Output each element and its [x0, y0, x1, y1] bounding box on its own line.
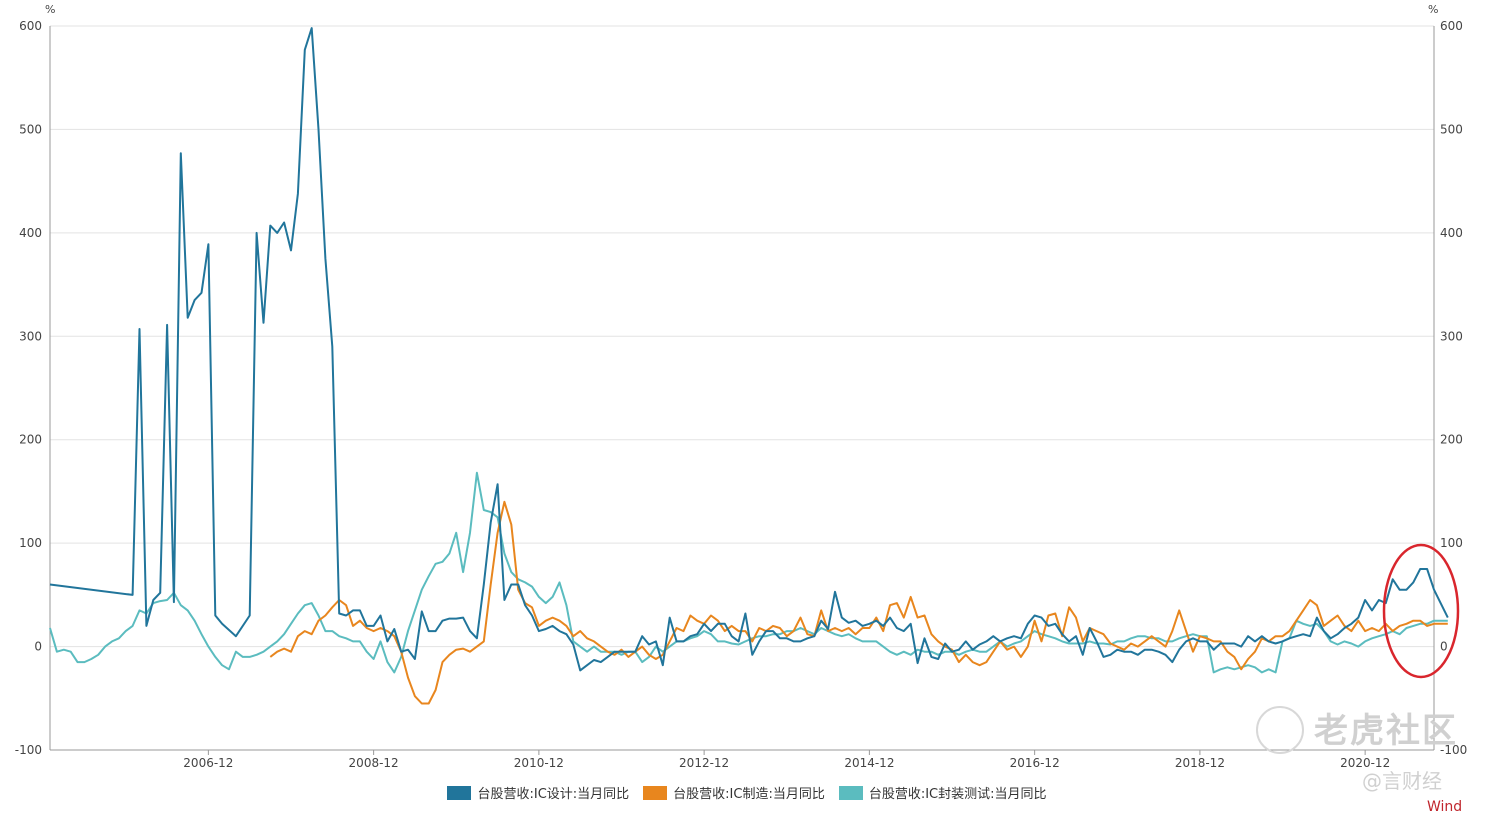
- legend-item-ic-packaging[interactable]: 台股营收:IC封装测试:当月同比: [838, 783, 1047, 802]
- right-y-tick-labels: -100 0 100 200 300 400 500 600: [1440, 19, 1467, 757]
- left-y-tick-labels: -100 0 100 200 300 400 500 600: [15, 19, 42, 757]
- y-tick-label: 200: [1440, 433, 1463, 447]
- x-tick-label: 2012-12: [679, 756, 729, 770]
- watermark-handle: @言财经: [1362, 769, 1442, 793]
- y-tick-label: 500: [19, 122, 42, 136]
- gridlines: [50, 25, 1434, 751]
- x-tick-label: 2008-12: [349, 756, 399, 770]
- highlight-circle-annotation: [1382, 543, 1460, 679]
- legend-label-ic-packaging: 台股营收:IC封装测试:当月同比: [868, 787, 1047, 802]
- tiger-logo-icon: [1256, 706, 1304, 754]
- y-tick-label: -100: [15, 743, 42, 757]
- y-tick-label: -100: [1440, 743, 1467, 757]
- legend-item-ic-design[interactable]: 台股营收:IC设计:当月同比: [447, 783, 629, 802]
- y-tick-label: 600: [19, 19, 42, 33]
- legend-label-ic-design: 台股营收:IC设计:当月同比: [477, 787, 630, 802]
- y-tick-label: 400: [1440, 226, 1463, 240]
- y-tick-label: 500: [1440, 122, 1463, 136]
- x-tick-label: 2010-12: [514, 756, 564, 770]
- legend-label-ic-manufacturing: 台股营收:IC制造:当月同比: [673, 787, 825, 802]
- source-label: Wind: [1427, 799, 1463, 815]
- series-ic-packaging-line: [49, 471, 1448, 674]
- series-lines: [49, 27, 1449, 705]
- legend-swatch-ic-packaging: [838, 785, 863, 800]
- y-tick-label: 300: [1440, 329, 1463, 343]
- series-ic-design-line: [49, 27, 1449, 672]
- watermark-site: 老虎社区: [1314, 711, 1458, 751]
- series-ic-manufacturing-line: [269, 500, 1448, 705]
- legend-swatch-ic-manufacturing: [643, 785, 668, 800]
- x-tick-labels: 2006-12 2008-12 2010-12 2012-12 2014-12 2016-…: [183, 750, 1390, 770]
- left-unit-label: %: [45, 3, 55, 16]
- y-tick-label: 300: [19, 329, 42, 343]
- y-tick-label: 0: [34, 640, 42, 654]
- y-tick-label: 400: [19, 226, 42, 240]
- y-tick-label: 100: [19, 536, 42, 550]
- y-tick-label: 600: [1440, 19, 1463, 33]
- y-tick-label: 100: [1440, 536, 1463, 550]
- legend-item-ic-manufacturing[interactable]: 台股营收:IC制造:当月同比: [643, 783, 825, 802]
- axes: [49, 26, 1435, 751]
- y-tick-label: 0: [1440, 640, 1448, 654]
- right-unit-label: %: [1428, 3, 1438, 16]
- x-tick-label: 2020-12: [1340, 756, 1390, 770]
- x-tick-label: 2018-12: [1175, 756, 1225, 770]
- legend: 台股营收:IC设计:当月同比 台股营收:IC制造:当月同比 台股营收:IC封装测…: [0, 783, 1494, 802]
- x-tick-label: 2006-12: [183, 756, 233, 770]
- x-tick-label: 2016-12: [1010, 756, 1060, 770]
- y-tick-label: 200: [19, 433, 42, 447]
- legend-swatch-ic-design: [447, 785, 472, 800]
- x-tick-label: 2014-12: [844, 756, 894, 770]
